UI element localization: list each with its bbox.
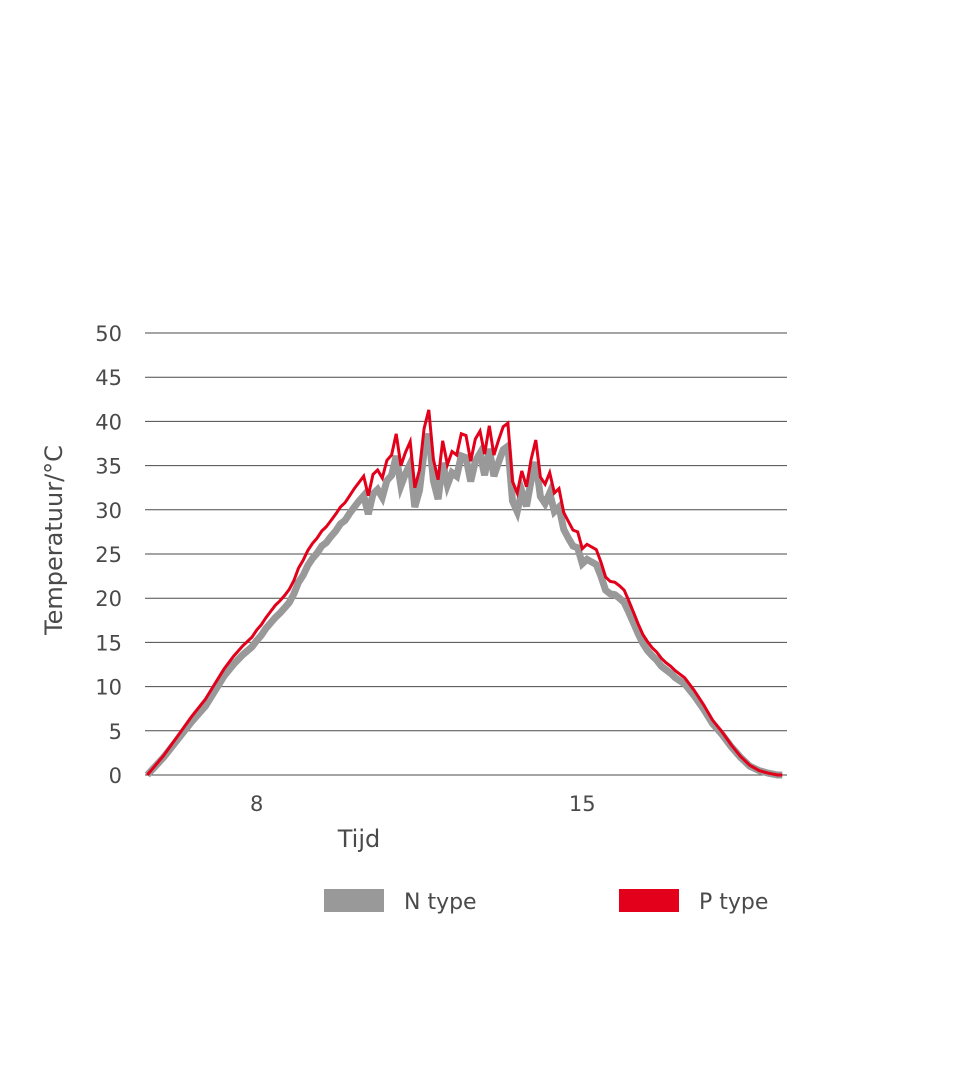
legend-swatch-n-type: [324, 889, 384, 912]
series-layer: [144, 409, 783, 779]
legend-label-n-type: N type: [404, 890, 477, 915]
y-tick-label: 30: [95, 499, 122, 523]
series-line-p-type: [146, 409, 783, 777]
y-tick-label: 45: [95, 366, 122, 390]
y-tick-label: 20: [95, 587, 122, 611]
y-tick-label: 0: [109, 764, 122, 788]
y-tick-label: 35: [95, 455, 122, 479]
legend-label-p-type: P type: [699, 890, 768, 915]
series-line-n-type: [144, 432, 783, 779]
y-tick-label: 40: [95, 410, 122, 434]
x-tick-label: 15: [569, 792, 596, 816]
x-tick-label: 8: [250, 792, 263, 816]
grid-lines: [145, 332, 787, 776]
y-tick-label: 25: [95, 543, 122, 567]
legend-swatch-p-type: [619, 889, 679, 912]
x-axis-title: Tijd: [337, 825, 381, 853]
legend: N type P type: [324, 889, 768, 915]
y-tick-label: 5: [109, 720, 122, 744]
y-axis-title: Temperatuur/°C: [40, 445, 68, 636]
y-tick-label: 10: [95, 676, 122, 700]
y-axis-ticks: 0 5 10 15 20 25 30 35 40 45 50: [95, 322, 122, 788]
y-tick-label: 50: [95, 322, 122, 346]
y-tick-label: 15: [95, 631, 122, 655]
x-axis-ticks: 8 15: [250, 792, 596, 816]
